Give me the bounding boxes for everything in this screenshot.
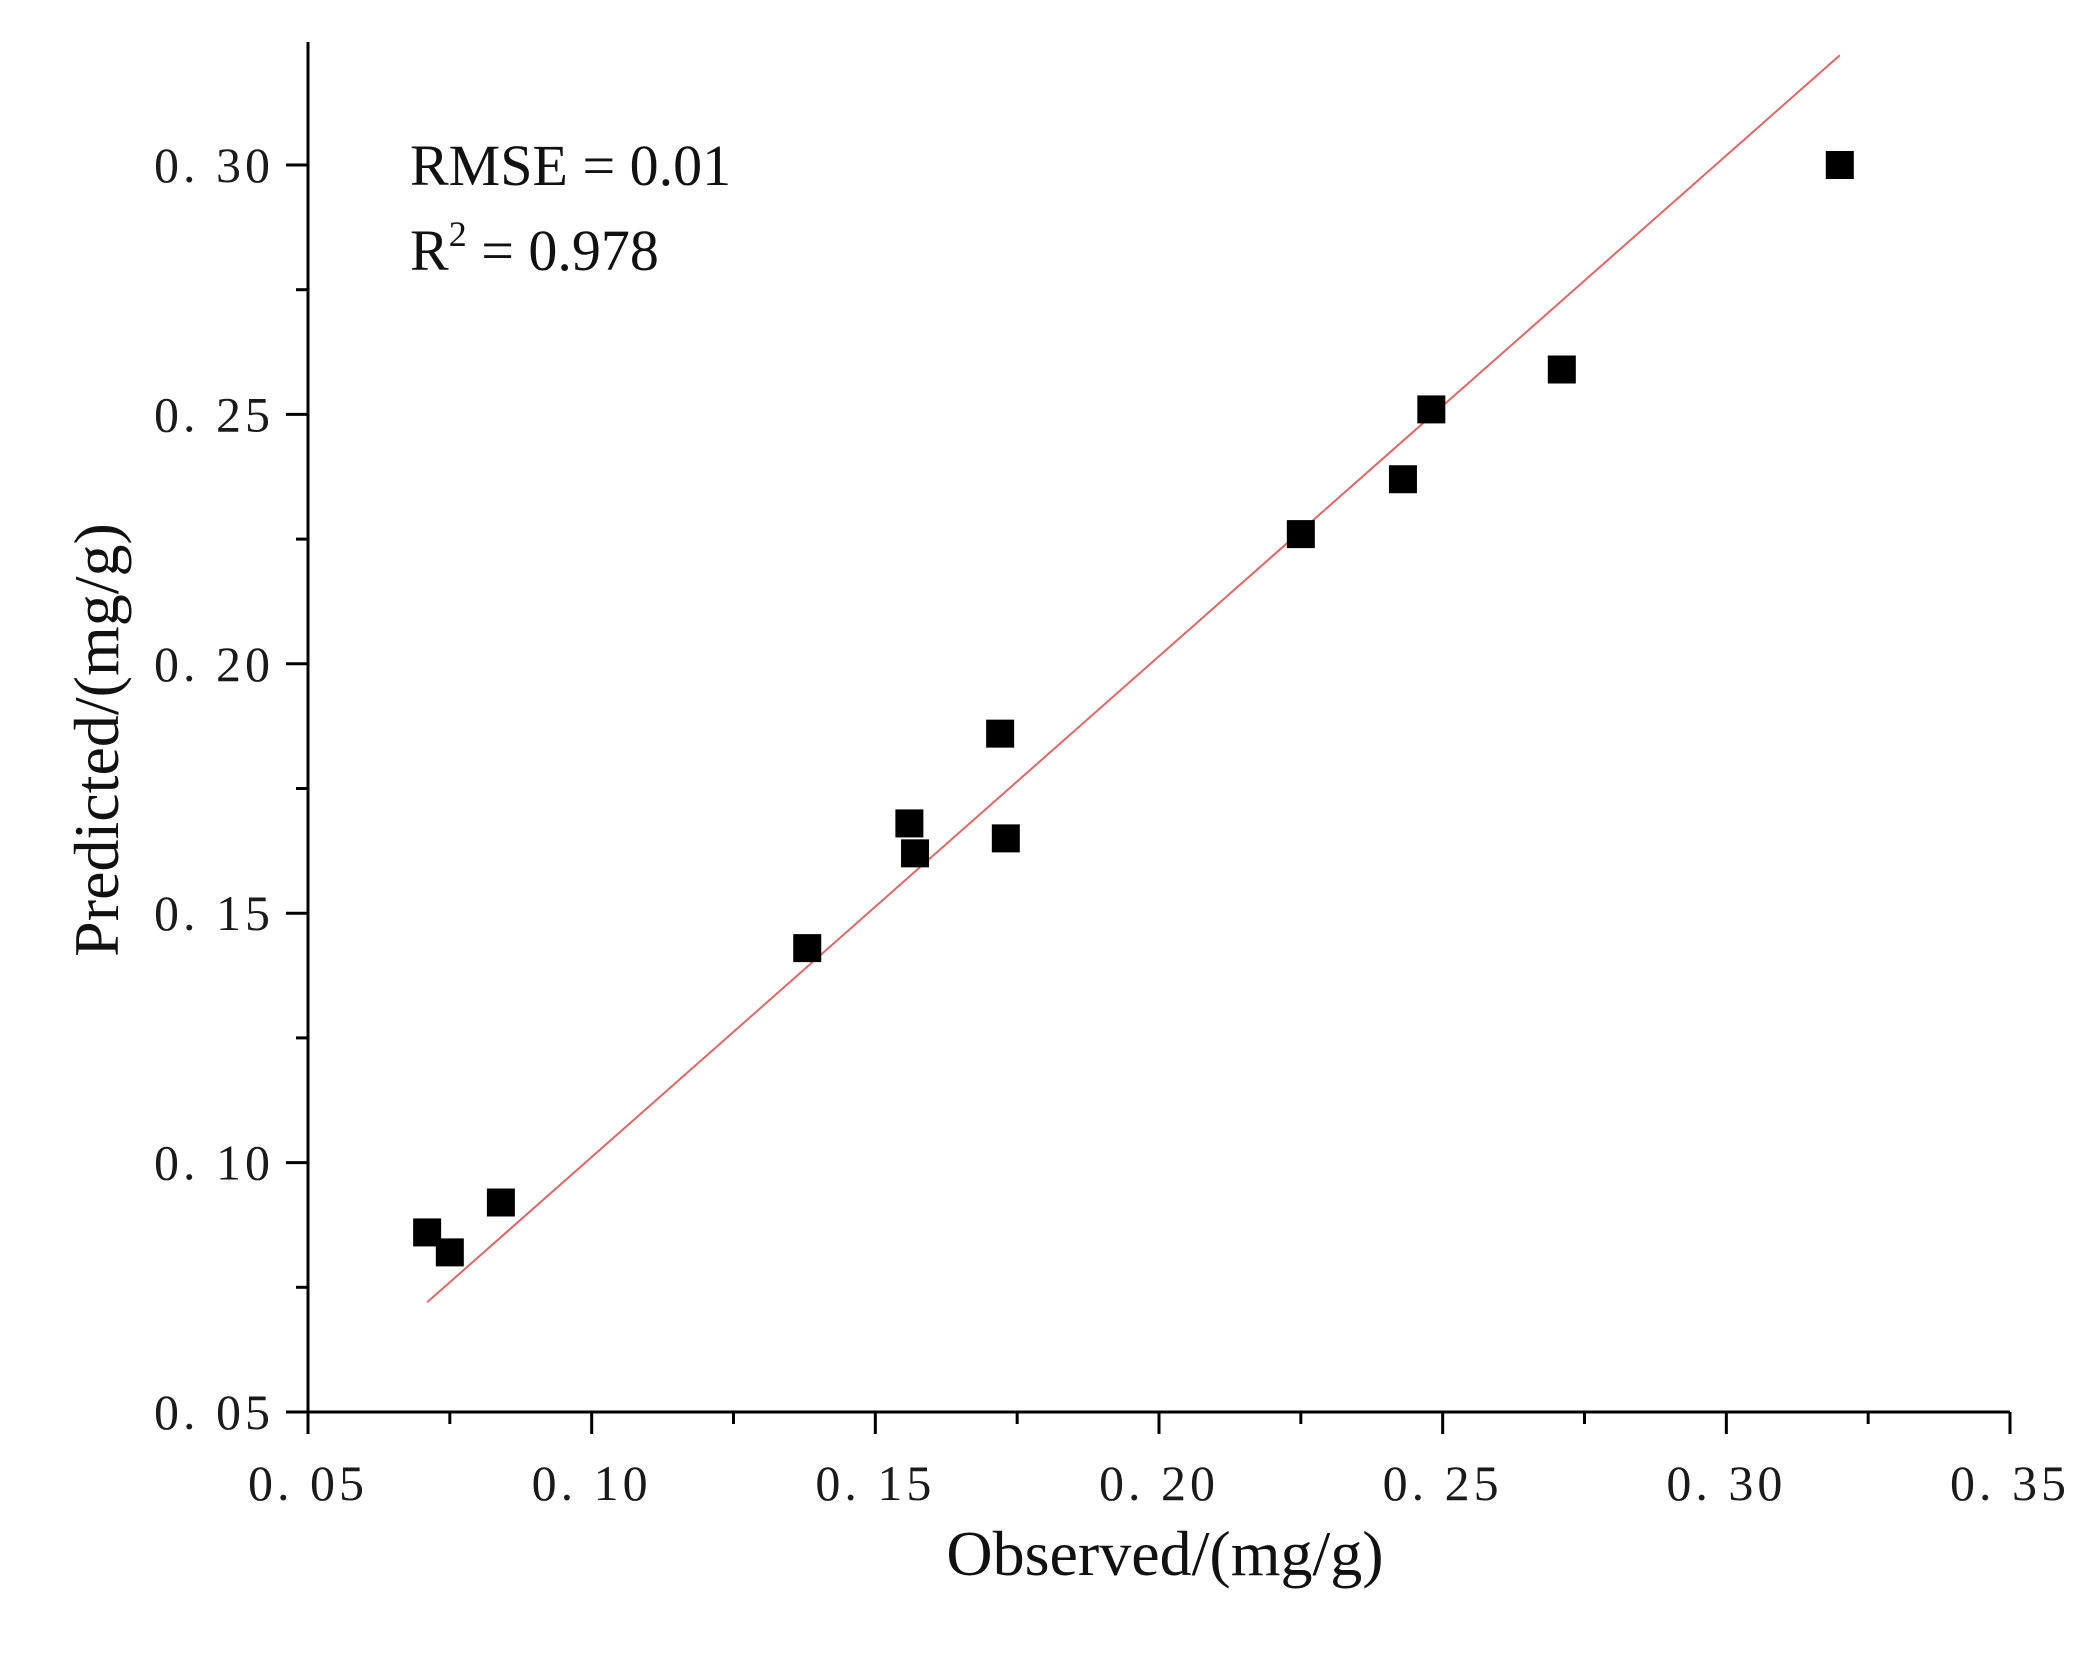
- data-point: [901, 839, 930, 868]
- data-point: [1547, 355, 1576, 384]
- r2-value: = 0.978: [467, 218, 659, 283]
- fit-line: [426, 54, 1841, 1304]
- x-tick-label: 0. 05: [248, 1455, 368, 1511]
- data-point: [895, 809, 924, 838]
- x-tick-label: 0. 15: [815, 1455, 935, 1511]
- x-axis-title: Observed/(mg/g): [946, 1518, 1383, 1589]
- data-point: [486, 1188, 515, 1217]
- data-points: [413, 151, 1854, 1267]
- data-point: [1286, 520, 1315, 549]
- axes: 0. 05 0. 10 0. 15 0. 20 0. 25 0. 30 0. 35 0. 05…: [154, 42, 2070, 1511]
- data-point: [435, 1238, 464, 1267]
- rmse-annotation: RMSE = 0.01: [410, 133, 731, 198]
- y-tick-label: 0. 05: [154, 1384, 274, 1440]
- y-tick-label: 0. 10: [154, 1135, 274, 1191]
- data-point: [1825, 151, 1854, 179]
- fit-line-group: [426, 54, 1841, 1304]
- data-point: [991, 824, 1020, 853]
- x-tick-label: 0. 30: [1666, 1455, 1786, 1511]
- y-axis-title: Predicted/(mg/g): [61, 523, 132, 957]
- x-tick-label: 0. 20: [1099, 1455, 1219, 1511]
- r2-annotation: R2 = 0.978: [410, 214, 659, 283]
- y-tick-label: 0. 30: [154, 137, 274, 193]
- y-tick-label: 0. 20: [154, 636, 274, 692]
- x-tick-label: 0. 10: [532, 1455, 652, 1511]
- data-point: [1388, 465, 1417, 494]
- r2-prefix: R: [410, 218, 449, 283]
- data-point: [1417, 395, 1446, 424]
- y-tick-label: 0. 25: [154, 386, 274, 442]
- y-tick-label: 0. 15: [154, 885, 274, 941]
- data-point: [793, 934, 822, 963]
- x-tick-label: 0. 25: [1383, 1455, 1503, 1511]
- data-point: [986, 719, 1015, 748]
- x-tick-label: 0. 35: [1950, 1455, 2070, 1511]
- r2-superscript: 2: [449, 214, 467, 254]
